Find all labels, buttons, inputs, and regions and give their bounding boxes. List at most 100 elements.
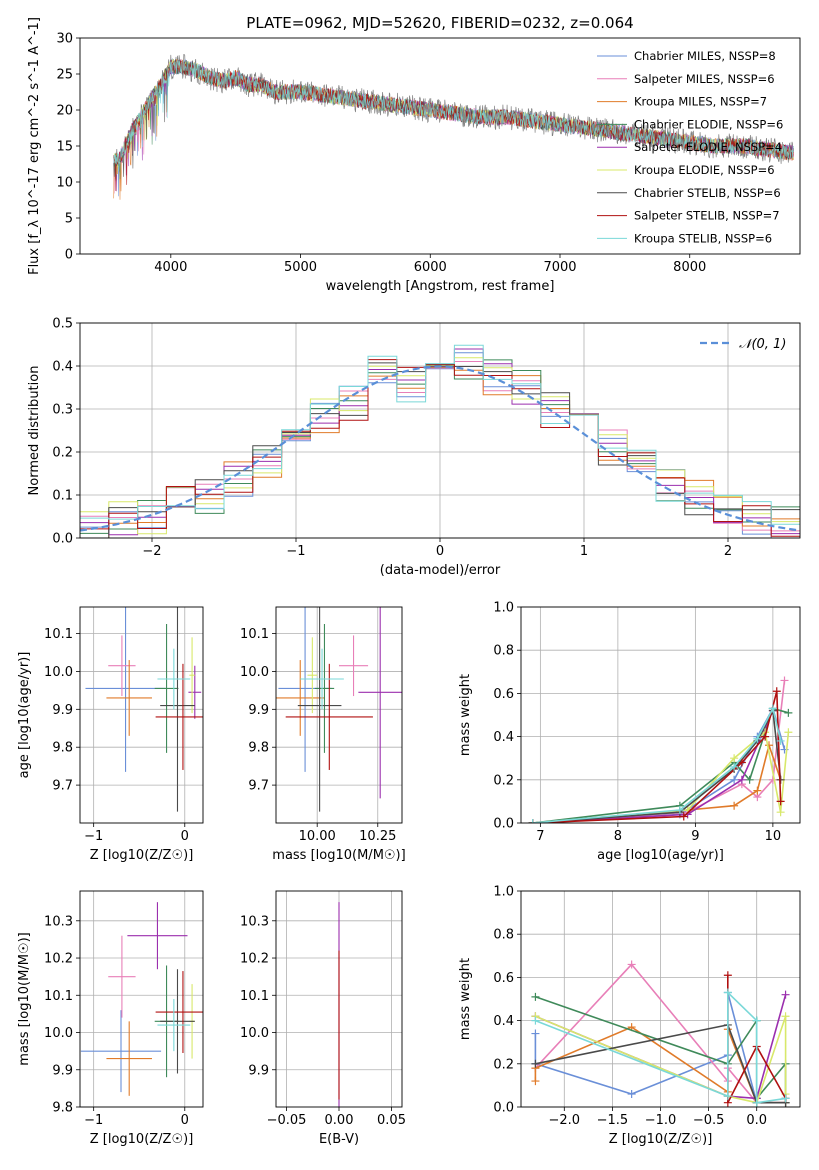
panels: 4000 5000 6000 7000 8000051015202530waveleng… (17, 17, 801, 1147)
y-tick-label: 9.7 (52, 779, 73, 794)
x-tick-label: 4000 (154, 260, 187, 275)
weight-point-marker (737, 775, 746, 784)
panel-mass-vs-EBV: −0.05 0.00 0.05 9.9 10.0 10.1 10.2 10.3 E(B-V) (240, 890, 406, 1147)
plot-area-age-vs-mass (276, 607, 402, 812)
axes-frame (275, 606, 403, 824)
legend-label: Salpeter ELODIE, NSSP=4 (634, 140, 782, 154)
y-tick-label: 0.8 (493, 928, 514, 943)
x-tick-label: 0.0 (746, 1113, 767, 1128)
x-tick-label: −1 (84, 1113, 103, 1128)
normal-curve (80, 365, 800, 532)
weight-point-marker (784, 708, 793, 717)
weight-point-marker (723, 971, 732, 980)
weight-series-line (535, 1023, 786, 1104)
plot-area-weight-vs-Z (531, 960, 790, 1107)
y-tick-label: 1.0 (493, 885, 514, 900)
panel-age-vs-Z: −1 0 9.7 9.8 9.9 10.0 10.1 Z [log10(Z/Z☉)] age [… (17, 606, 204, 863)
legend-label: Kroupa MILES, NSSP=7 (634, 95, 767, 109)
y-tick-label: 0.2 (52, 446, 73, 461)
x-axis-label: Z [log10(Z/Z☉)] (90, 1132, 194, 1147)
legend-label: 𝒩(0, 1) (739, 337, 786, 352)
y-tick-label: 0.1 (52, 489, 73, 504)
x-tick-label: 0 (181, 1113, 189, 1128)
y-tick-label: 1.0 (493, 601, 514, 616)
x-axis-label: mass [log10(M/M☉)] (272, 848, 405, 863)
y-axis-label: mass weight (458, 674, 473, 756)
y-tick-label: 10.0 (240, 665, 269, 680)
x-tick-label: 7000 (543, 260, 576, 275)
weight-point-marker (679, 812, 688, 821)
histogram-step (80, 344, 800, 525)
y-tick-label: 10.3 (240, 914, 269, 929)
y-tick-label: 0.6 (493, 687, 514, 702)
x-tick-label: 8000 (673, 260, 706, 275)
legend-label: Chabrier ELODIE, NSSP=6 (634, 117, 783, 131)
y-tick-label: 10.2 (240, 952, 269, 967)
weight-point-marker (781, 990, 790, 999)
y-tick-label: 9.8 (248, 741, 269, 756)
plot-area-spectrum (113, 53, 794, 200)
y-tick-label: 0.4 (493, 1014, 514, 1029)
x-tick-label: −1.0 (645, 1113, 677, 1128)
x-tick-label: 8 (614, 829, 622, 844)
y-tick-label: 10.1 (240, 989, 269, 1004)
weight-point-marker (627, 1090, 636, 1099)
y-tick-label: 0.8 (493, 644, 514, 659)
y-tick-label: 15 (56, 140, 73, 155)
x-axis-label: age [log10(age/yr)] (597, 848, 724, 863)
x-tick-label: 0.00 (325, 1113, 354, 1128)
x-tick-label: 10.25 (359, 829, 396, 844)
y-axis-label: Flux [f_λ 10^-17 erg cm^-2 s^-1 A^-1] (27, 17, 42, 275)
y-tick-label: 0.0 (493, 1101, 514, 1116)
panel-age-vs-mass: 10.00 10.25 9.7 9.8 9.9 10.0 10.1 mass [log10(M… (240, 606, 406, 863)
histogram-step (80, 362, 800, 538)
x-tick-label: −1 (84, 829, 103, 844)
weight-point-marker (772, 687, 781, 696)
y-tick-label: 0.4 (52, 360, 73, 375)
weight-point-marker (737, 758, 746, 767)
weight-series-line (532, 706, 782, 823)
x-tick-label: −1.5 (597, 1113, 629, 1128)
weight-point-marker (675, 806, 684, 815)
y-tick-label: 10.1 (44, 989, 73, 1004)
y-tick-label: 10.0 (240, 1026, 269, 1041)
axes-frame (275, 890, 403, 1108)
legend-label: Kroupa ELODIE, NSSP=6 (634, 163, 775, 177)
weight-point-marker (776, 797, 785, 806)
plot-area-residuals (80, 344, 800, 538)
legend-label: Chabrier STELIB, NSSP=6 (634, 186, 781, 200)
weight-point-marker (730, 801, 739, 810)
plot-area-mass-vs-Z (80, 902, 203, 1096)
y-tick-label: 10.2 (44, 952, 73, 967)
x-axis-label: wavelength [Angstrom, rest frame] (326, 279, 555, 294)
weight-point-marker (753, 786, 762, 795)
weight-point-marker (531, 1016, 540, 1025)
weight-point-marker (723, 988, 732, 997)
weight-point-marker (745, 775, 754, 784)
x-tick-label: 6000 (414, 260, 447, 275)
weight-point-marker (784, 728, 793, 737)
y-axis-label: age [log10(age/yr)] (17, 652, 32, 779)
plot-area-weight-vs-age (528, 676, 793, 823)
x-tick-label: 0 (181, 829, 189, 844)
x-tick-label: 10 (765, 829, 782, 844)
y-tick-label: 0.6 (493, 971, 514, 986)
y-tick-label: 0 (65, 248, 73, 263)
y-tick-label: 0.4 (493, 730, 514, 745)
x-tick-label: 1 (580, 544, 588, 559)
legend-label: Salpeter STELIB, NSSP=7 (634, 209, 780, 223)
y-tick-label: 9.9 (52, 703, 73, 718)
weight-point-marker (768, 704, 777, 713)
spectrum-model-line (113, 59, 794, 172)
y-tick-label: 0.0 (52, 532, 73, 547)
axes-frame (79, 322, 801, 539)
axes-frame (79, 37, 801, 255)
plot-area-age-vs-Z (85, 607, 203, 812)
weight-point-marker (730, 762, 739, 771)
weight-point-marker (531, 1077, 540, 1086)
y-tick-label: 10.1 (44, 627, 73, 642)
x-tick-label: 7 (536, 829, 544, 844)
weight-point-marker (781, 1012, 790, 1021)
